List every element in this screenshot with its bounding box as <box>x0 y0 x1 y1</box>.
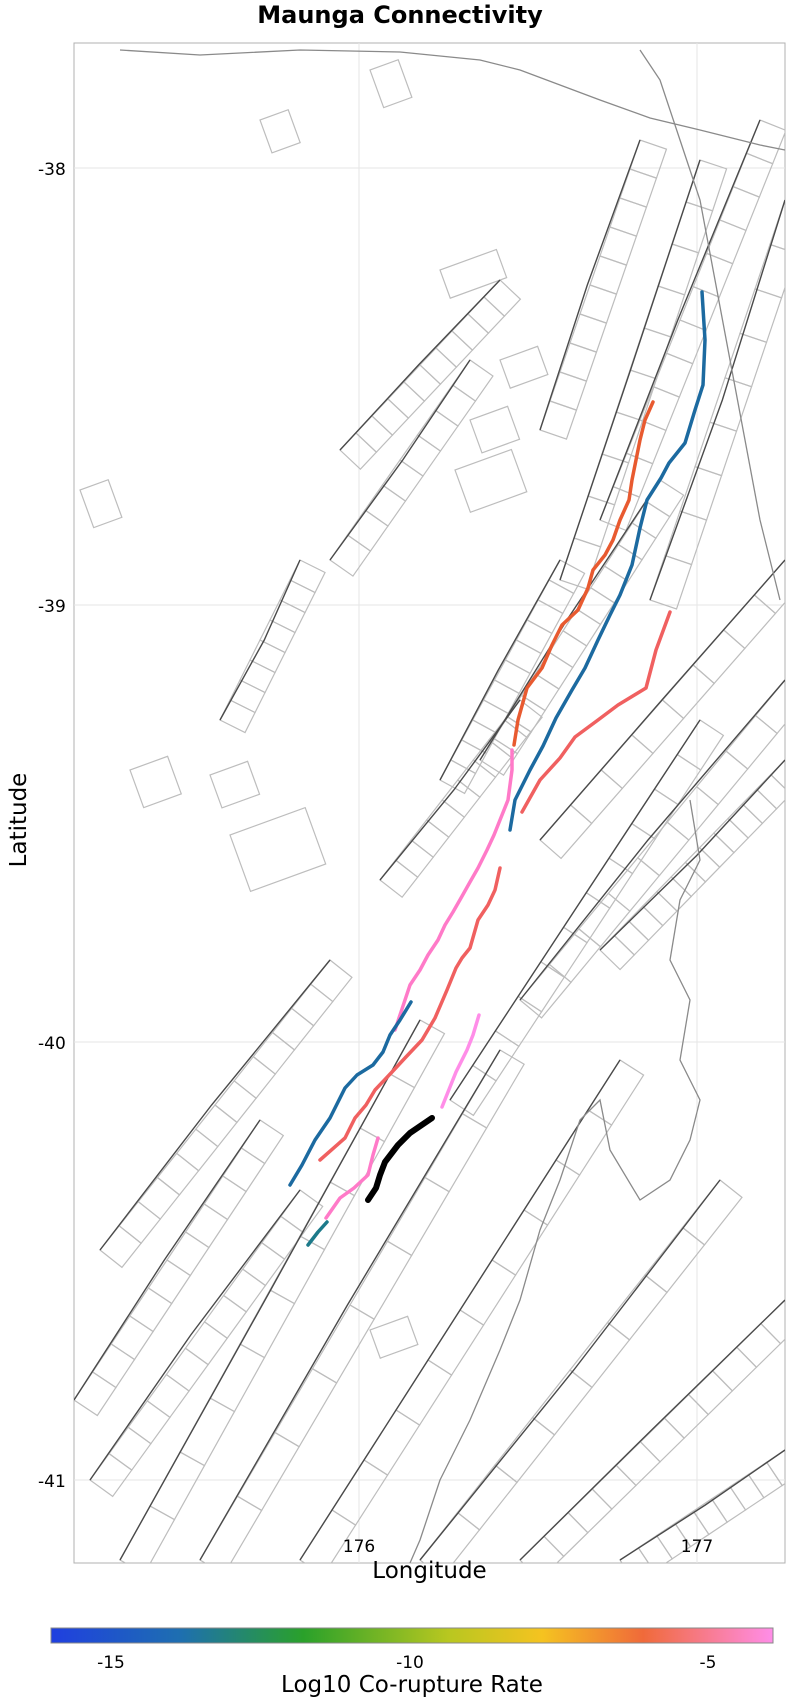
fault-trace-line <box>519 679 785 1001</box>
rupture-section-blue-north <box>508 290 707 832</box>
rupture-section-pink-south <box>324 1136 380 1220</box>
x-axis-label: Longitude <box>372 1558 487 1584</box>
fault-trace-line <box>219 559 301 721</box>
fault-trace-line <box>89 1189 301 1481</box>
fault-trace-line <box>419 1179 721 1561</box>
colorbar-tick-5: -5 <box>699 1653 717 1673</box>
fault-section-outline <box>209 760 261 809</box>
fault-trace-line <box>599 759 785 951</box>
y-tick-41: -41 <box>38 1472 66 1492</box>
fault-trace-line <box>439 559 561 781</box>
fault-trace-line <box>519 1299 785 1561</box>
rupture-section-teal <box>306 1220 329 1247</box>
rupture-section-pink-long <box>393 748 514 1032</box>
fault-trace-line <box>299 1059 621 1561</box>
y-tick-38: -38 <box>38 160 66 180</box>
fault-trace-line <box>539 559 785 841</box>
fault-trace-line <box>449 719 701 1101</box>
fault-trace-line <box>99 959 331 1251</box>
rupture-section-blue-south <box>288 1000 413 1187</box>
fault-trace-line <box>649 199 785 601</box>
x-tick-176: 176 <box>342 1537 376 1557</box>
fault-trace-line <box>539 139 641 431</box>
colorbar-tick-10: -10 <box>396 1653 424 1673</box>
fault-section-outline <box>755 773 785 810</box>
fault-section-outline <box>259 108 301 154</box>
fault-trace-line <box>339 279 501 451</box>
fault-trace-line <box>559 159 701 581</box>
colorbar-label: Log10 Co-rupture Rate <box>281 1672 543 1698</box>
fault-section-outline <box>454 448 528 514</box>
rupture-section-red-central <box>318 866 502 1162</box>
coastline <box>119 49 785 1563</box>
fault-section-outline <box>229 806 327 893</box>
rupture-sections <box>288 290 707 1247</box>
rupture-section-orange <box>512 400 655 747</box>
fault-trace-line <box>599 119 761 521</box>
fault-section-outline <box>754 243 785 299</box>
fault-section-outline <box>469 405 521 454</box>
y-tick-39: -39 <box>38 597 66 617</box>
fault-section-outline <box>369 1315 419 1359</box>
fault-trace-line <box>379 699 521 881</box>
colorbar-gradient <box>50 1627 774 1644</box>
fault-trace-line <box>619 1449 785 1561</box>
fault-section-outline <box>499 345 549 389</box>
y-axis-label: Latitude <box>6 772 32 868</box>
fault-section-outline <box>129 755 183 809</box>
fault-trace-line <box>119 1019 421 1561</box>
plot-frame <box>73 42 786 1564</box>
fault-section-outline <box>439 248 508 299</box>
rupture-section-violet <box>440 1013 481 1109</box>
fault-trace-line <box>199 1049 501 1561</box>
fault-traces <box>74 119 785 1561</box>
fault-section-outline <box>79 478 123 529</box>
target-fault-section <box>365 1115 435 1203</box>
x-tick-177: 177 <box>680 1537 714 1557</box>
y-tick-40: -40 <box>38 1034 66 1054</box>
fault-trace-line <box>74 1119 261 1401</box>
rupture-section-red-east <box>520 610 672 814</box>
fault-section-outline <box>369 58 413 109</box>
colorbar-tick-15: -15 <box>97 1653 125 1673</box>
map-title: Maunga Connectivity <box>257 1 543 29</box>
fault-trace-line <box>329 359 471 561</box>
